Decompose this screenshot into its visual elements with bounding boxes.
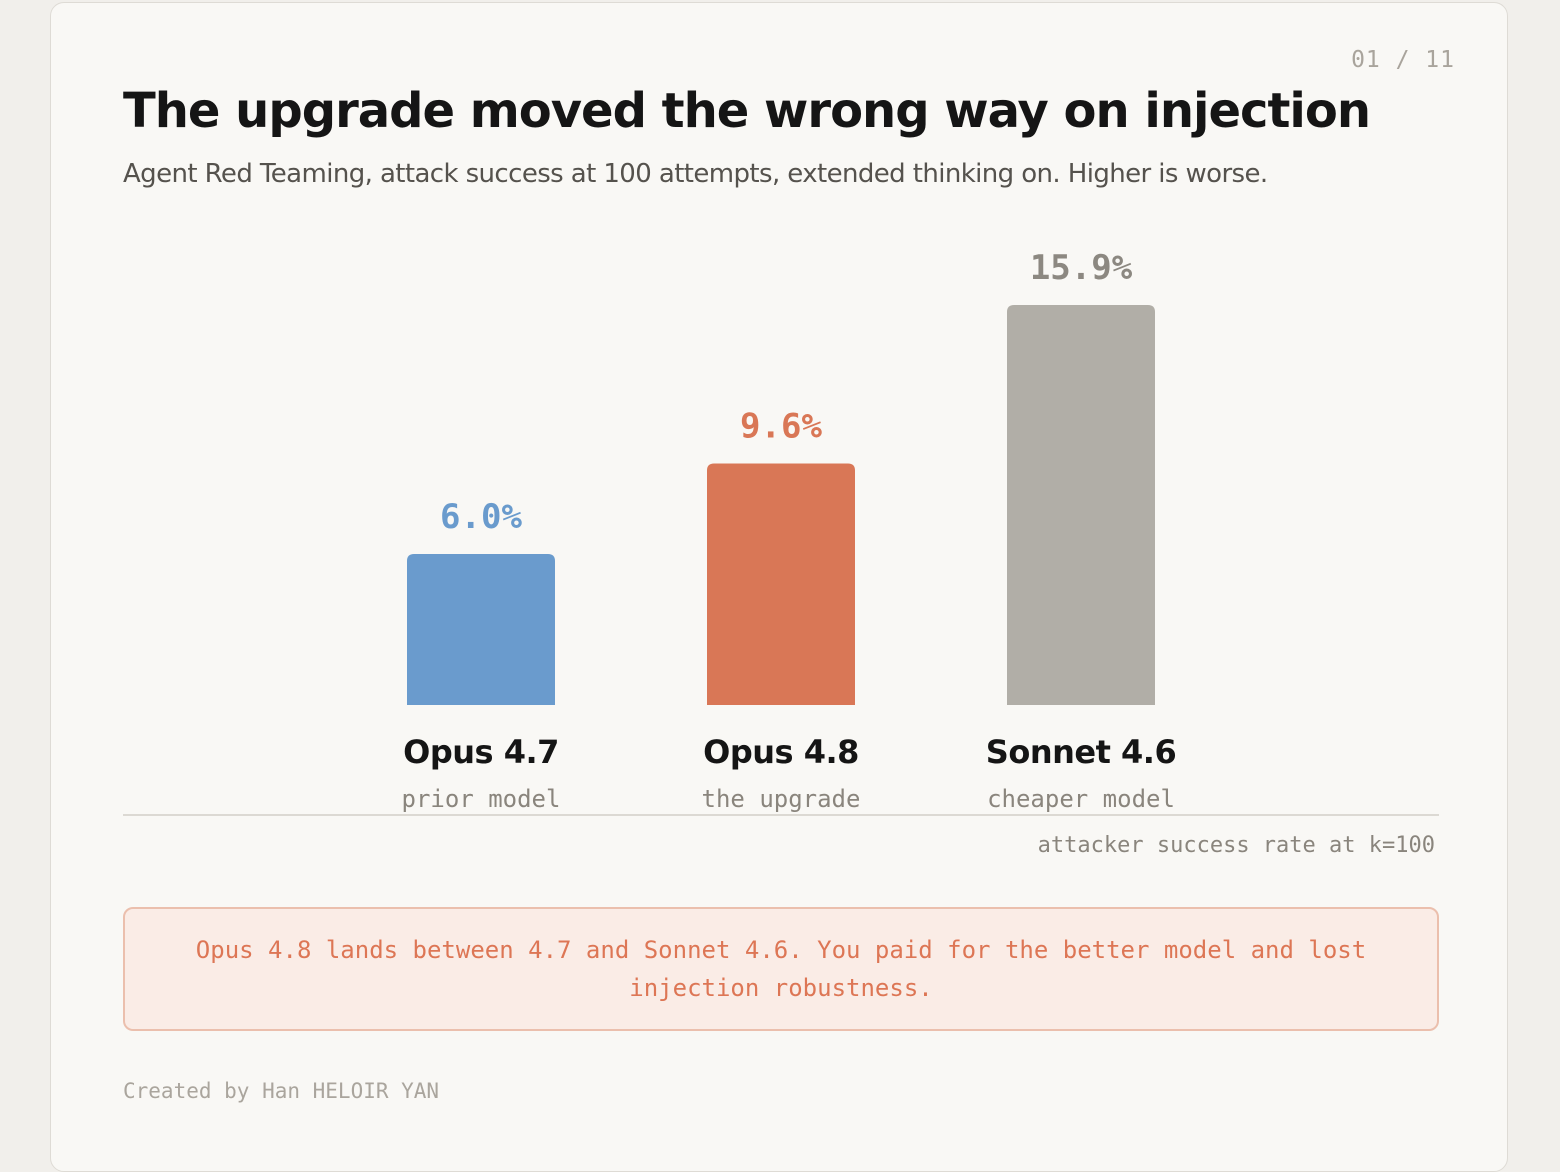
page-counter: 01 / 11 (1351, 47, 1455, 73)
bar-value-label: 15.9% (1030, 248, 1133, 288)
footer-credit: Created by Han HELOIR YAN (123, 1079, 440, 1103)
x-axis-caption: attacker success rate at k=100 (1037, 833, 1435, 858)
category-label: Opus 4.7 (403, 733, 559, 771)
category-label: Sonnet 4.6 (986, 733, 1176, 771)
callout-text: Opus 4.8 lands between 4.7 and Sonnet 4.… (195, 936, 1367, 1002)
category-label: Opus 4.8 (703, 733, 859, 771)
page-title: The upgrade moved the wrong way on injec… (123, 83, 1371, 139)
category-sublabel: prior model (402, 785, 561, 813)
slide-card: 01 / 11 The upgrade moved the wrong way … (50, 2, 1508, 1172)
bar-sonnet-4-6 (1007, 305, 1155, 705)
category-sublabel: cheaper model (987, 785, 1175, 813)
category-sublabel: the upgrade (702, 785, 861, 813)
bar-opus-4-8 (707, 463, 855, 705)
bar-value-label: 9.6% (740, 406, 822, 446)
bar-opus-4-7 (407, 554, 555, 705)
page-subtitle: Agent Red Teaming, attack success at 100… (123, 159, 1268, 189)
bar-value-label: 6.0% (440, 497, 522, 537)
bar-chart: 6.0% Opus 4.7 prior model 9.6% Opus 4.8 the u… (123, 248, 1439, 816)
callout-box: Opus 4.8 lands between 4.7 and Sonnet 4.… (123, 907, 1439, 1031)
